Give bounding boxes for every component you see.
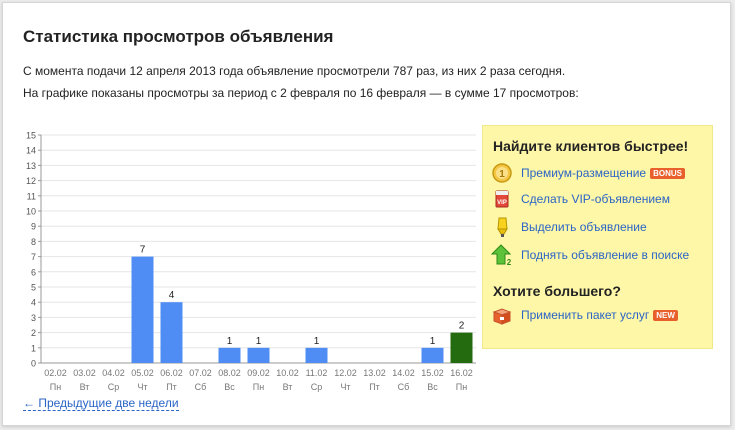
x-date-label: 14.02 — [392, 368, 415, 378]
y-tick-label: 6 — [31, 267, 36, 277]
x-weekday-label: Пн — [50, 382, 61, 392]
page-title: Статистика просмотров объявления — [23, 27, 334, 46]
promo-item-highlight[interactable]: Выделить объявление — [491, 216, 647, 238]
bar-value-label: 7 — [140, 245, 146, 256]
x-date-label: 11.02 — [306, 368, 328, 378]
promo-item-premium[interactable]: 1 Премиум-размещение BONUS — [491, 162, 685, 184]
x-date-label: 05.02 — [131, 368, 154, 378]
x-weekday-label: Чт — [137, 382, 147, 392]
x-weekday-label: Вт — [283, 382, 293, 392]
highlight-ad-link[interactable]: Выделить объявление — [521, 220, 647, 234]
x-date-label: 09.02 — [247, 368, 270, 378]
stats-panel: Статистика просмотров объявления С момен… — [2, 2, 731, 426]
want-more-heading: Хотите большего? — [493, 283, 621, 299]
x-date-label: 07.02 — [189, 368, 212, 378]
bar-value-label: 1 — [227, 336, 233, 347]
x-date-label: 10.02 — [276, 368, 299, 378]
new-badge: NEW — [653, 309, 678, 321]
vip-icon: VIP — [491, 188, 513, 210]
bar-value-label: 1 — [256, 336, 262, 347]
y-tick-label: 5 — [31, 283, 36, 293]
y-tick-label: 12 — [26, 176, 36, 186]
raise-ad-link[interactable]: Поднять объявление в поиске — [521, 248, 690, 262]
y-tick-label: 15 — [26, 131, 36, 141]
y-tick-label: 1 — [31, 343, 36, 353]
views-bar-chart: 012345678910111213141502.02Пн03.02Вт04.0… — [26, 131, 476, 392]
x-weekday-label: Ср — [108, 382, 120, 392]
bar-value-label: 1 — [430, 336, 436, 347]
x-date-label: 08.02 — [218, 368, 241, 378]
premium-placement-link[interactable]: Премиум-размещение — [521, 166, 647, 180]
x-date-label: 06.02 — [160, 368, 183, 378]
package-box-icon — [491, 304, 513, 326]
y-tick-label: 7 — [31, 252, 36, 262]
x-weekday-label: Пн — [253, 382, 264, 392]
promo-item-package[interactable]: Применить пакет услуг NEW — [491, 304, 678, 326]
x-date-label: 13.02 — [363, 368, 386, 378]
bar-value-label: 1 — [314, 336, 320, 347]
x-weekday-label: Чт — [340, 382, 350, 392]
x-weekday-label: Пт — [166, 382, 177, 392]
x-weekday-label: Сб — [195, 382, 207, 392]
x-date-label: 04.02 — [102, 368, 125, 378]
y-tick-label: 9 — [31, 222, 36, 232]
x-weekday-label: Сб — [398, 382, 410, 392]
y-tick-label: 0 — [31, 359, 36, 369]
x-date-label: 03.02 — [73, 368, 96, 378]
y-tick-label: 8 — [31, 237, 36, 247]
highlighter-icon — [491, 216, 513, 238]
y-tick-label: 14 — [26, 146, 36, 156]
svg-text:2: 2 — [507, 258, 512, 266]
bar — [305, 347, 328, 363]
x-weekday-label: Пн — [456, 382, 467, 392]
x-weekday-label: Пт — [369, 382, 380, 392]
total-views-text: С момента подачи 12 апреля 2013 года объ… — [23, 64, 566, 78]
previous-two-weeks-link[interactable]: ← Предыдущие две недели — [23, 396, 179, 411]
x-weekday-label: Вс — [224, 382, 235, 392]
x-weekday-label: Ср — [311, 382, 323, 392]
bar — [247, 347, 270, 363]
bar-value-label: 4 — [169, 290, 175, 301]
apply-package-link[interactable]: Применить пакет услуг — [521, 308, 650, 322]
y-tick-label: 10 — [26, 207, 36, 217]
promo-box: Найдите клиентов быстрее! 1 Премиум-разм… — [482, 125, 713, 349]
bar — [450, 332, 473, 363]
x-date-label: 15.02 — [421, 368, 444, 378]
bar — [131, 256, 154, 363]
bar — [421, 347, 444, 363]
bar-value-label: 2 — [459, 321, 465, 332]
bar — [160, 302, 183, 363]
y-tick-label: 2 — [31, 328, 36, 338]
raise-arrow-icon: 2 — [490, 244, 513, 267]
period-summary-text: На графике показаны просмотры за период … — [23, 86, 579, 100]
x-date-label: 02.02 — [44, 368, 67, 378]
svg-text:1: 1 — [499, 169, 505, 180]
x-date-label: 16.02 — [450, 368, 473, 378]
promo-heading: Найдите клиентов быстрее! — [493, 138, 689, 154]
x-date-label: 12.02 — [334, 368, 357, 378]
y-tick-label: 11 — [27, 191, 36, 201]
y-tick-label: 4 — [31, 298, 36, 308]
svg-text:VIP: VIP — [497, 200, 507, 206]
x-weekday-label: Вт — [80, 382, 90, 392]
x-weekday-label: Вс — [427, 382, 438, 392]
promo-item-raise[interactable]: 2 Поднять объявление в поиске — [490, 244, 690, 267]
bonus-badge: BONUS — [650, 167, 685, 179]
y-tick-label: 13 — [26, 161, 36, 171]
premium-coin-icon: 1 — [491, 162, 513, 184]
y-tick-label: 3 — [31, 313, 36, 323]
make-vip-link[interactable]: Сделать VIP-объявлением — [521, 192, 670, 206]
promo-item-vip[interactable]: VIP Сделать VIP-объявлением — [491, 188, 670, 210]
bar — [218, 347, 241, 363]
